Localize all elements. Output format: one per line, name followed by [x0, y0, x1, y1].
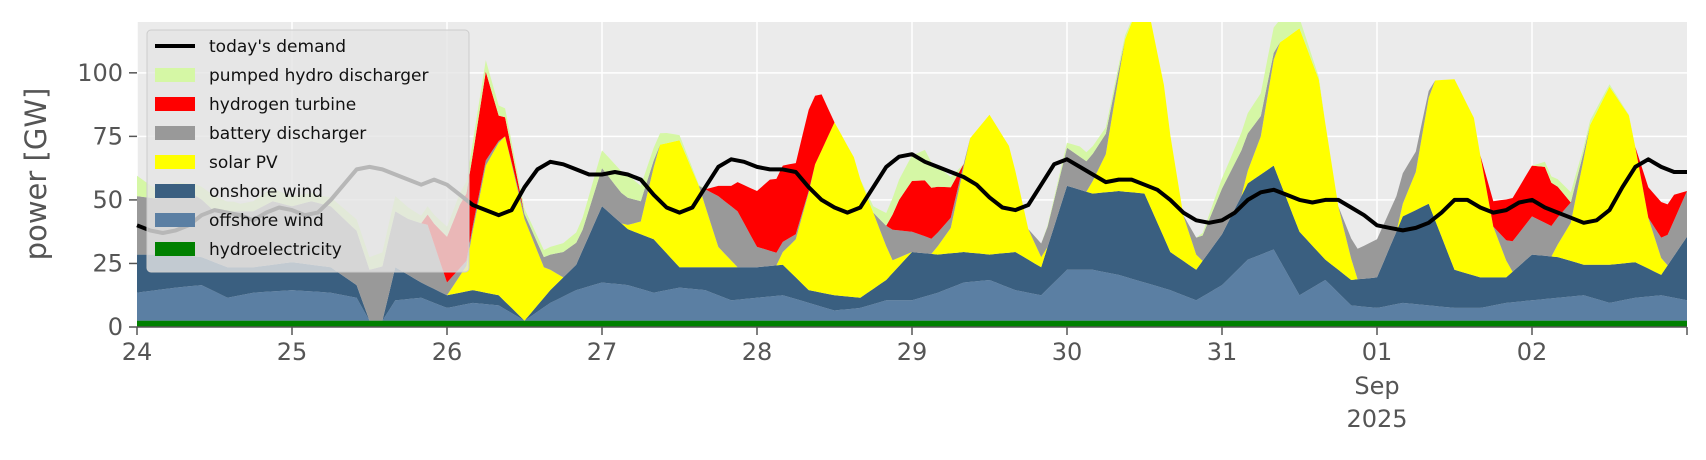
x-tick-label: 01 [1362, 338, 1393, 366]
y-tick-label: 100 [77, 59, 123, 87]
legend-box [146, 29, 470, 273]
area-hydrogen-turbine [137, 22, 1687, 283]
x-tick-label: 28 [742, 338, 773, 366]
y-tick-label: 0 [108, 313, 123, 341]
area-onshore-wind [137, 165, 1687, 321]
x-tick-sublabel: Sep [1354, 372, 1399, 400]
legend-swatch [155, 126, 195, 140]
x-tick-sublabel: 2025 [1346, 405, 1407, 433]
x-tick-label: 26 [432, 338, 463, 366]
legend-swatch [155, 68, 195, 82]
x-tick-label: 25 [277, 338, 308, 366]
y-tick-label: 75 [92, 122, 123, 150]
x-tick-label: 02 [1517, 338, 1548, 366]
legend-swatch [155, 97, 195, 111]
legend-label: onshore wind [209, 182, 323, 202]
x-tick-label: 30 [1052, 338, 1083, 366]
legend-swatch [155, 242, 195, 256]
area-offshore-wind [137, 249, 1687, 321]
y-axis-title: power [GW] [19, 88, 53, 261]
legend-label: solar PV [209, 153, 278, 173]
legend-label: hydrogen turbine [209, 95, 356, 115]
legend: today's demand pumped hydro discharger hyd… [146, 29, 470, 273]
legend-swatch [155, 213, 195, 227]
legend-label: battery discharger [209, 124, 366, 144]
x-tick-label: 29 [897, 338, 928, 366]
legend-label: pumped hydro discharger [209, 66, 428, 86]
axes: 0 25 50 75 100 24 25 26 27 28 29 30 31 01 Sep 2025 02 [77, 59, 1688, 433]
area-group [137, 22, 1687, 327]
legend-label: today's demand [209, 37, 346, 57]
legend-label: offshore wind [209, 211, 324, 231]
stacked-areas [137, 22, 1687, 327]
legend-label: hydroelectricity [209, 240, 342, 260]
legend-swatch [155, 155, 195, 169]
x-tick-label: 31 [1207, 338, 1238, 366]
y-tick-label: 50 [92, 186, 123, 214]
x-tick-label: 27 [587, 338, 618, 366]
y-tick-label: 25 [92, 249, 123, 277]
area-hydroelectricity [137, 320, 1687, 327]
legend-swatch [155, 184, 195, 198]
area-solar-pv [137, 22, 1687, 321]
x-tick-label: 24 [122, 338, 153, 366]
